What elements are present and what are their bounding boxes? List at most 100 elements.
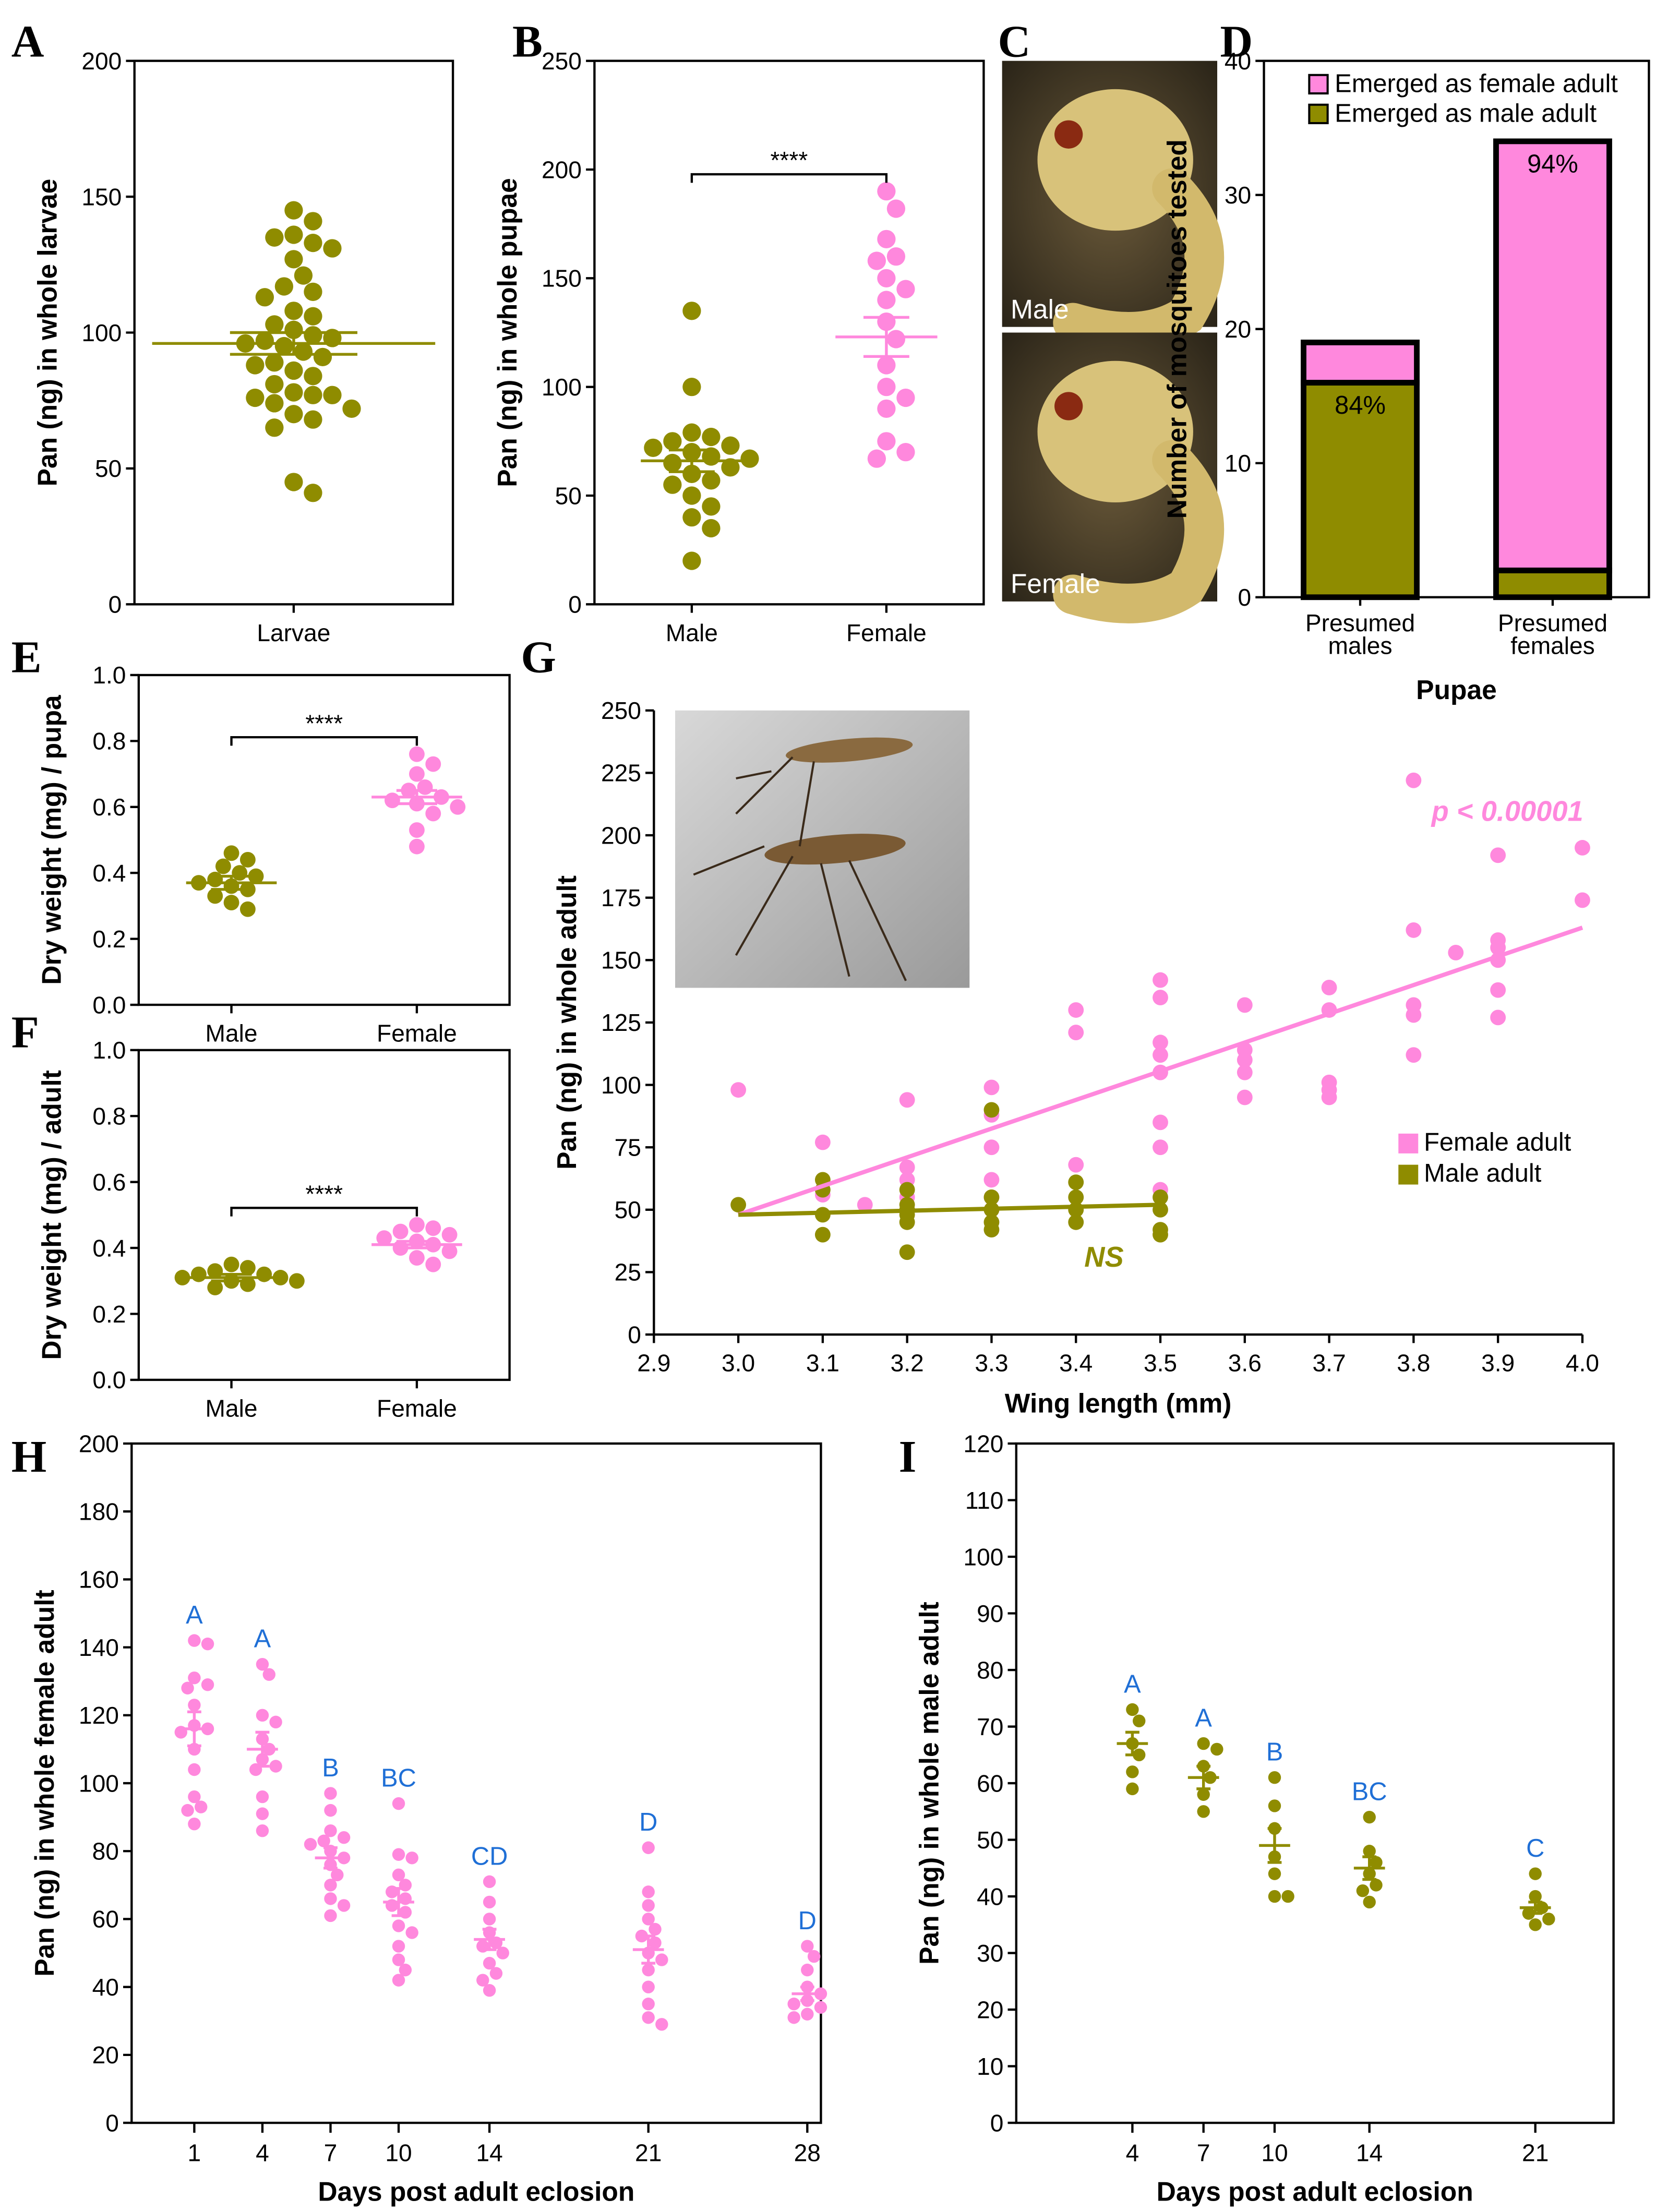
plot-frame — [137, 1049, 511, 1381]
plot-frame — [1015, 1442, 1615, 2124]
x-tick-label: 3.9 — [1481, 1350, 1515, 1377]
data-point — [877, 378, 896, 396]
data-point — [814, 1134, 831, 1150]
data-point — [1153, 1139, 1168, 1156]
data-point — [409, 746, 425, 762]
data-point — [441, 1243, 458, 1259]
legend-label: Male adult — [1424, 1159, 1542, 1187]
y-tick-label: 0 — [990, 2109, 1004, 2136]
data-point — [294, 266, 313, 285]
x-axis-label: Wing length (mm) — [1005, 1388, 1232, 1418]
data-point — [256, 1790, 269, 1804]
significance-bracket — [690, 173, 888, 183]
data-point — [417, 779, 433, 795]
legend-swatch — [1308, 103, 1329, 125]
data-point — [284, 473, 303, 491]
y-tick-label: 200 — [542, 156, 582, 183]
data-point — [284, 302, 303, 320]
data-point — [476, 1974, 489, 1987]
data-point — [174, 1270, 190, 1285]
data-point — [682, 508, 701, 527]
data-point — [702, 427, 721, 447]
y-tick-label: 0 — [568, 591, 582, 618]
data-point — [642, 1841, 655, 1854]
x-tick-label: Female — [377, 1020, 457, 1047]
y-tick-label: 125 — [601, 1009, 641, 1036]
data-point — [1237, 1052, 1253, 1068]
x-tick-label: 3.3 — [975, 1350, 1008, 1377]
x-tick-label: 1 — [188, 2139, 201, 2166]
data-point — [304, 282, 322, 301]
data-point — [983, 1172, 1000, 1188]
data-point — [1153, 1047, 1168, 1063]
panel-letter: F — [11, 1007, 39, 1057]
data-point — [642, 1885, 655, 1898]
y-tick-label: 50 — [555, 482, 582, 509]
annotation: p < 0.00001 — [1431, 796, 1583, 827]
data-point — [896, 280, 915, 298]
plot-frame — [1263, 59, 1650, 598]
legend-label: Emerged as female adult — [1335, 69, 1618, 98]
y-axis-label: Pan (ng) in whole female adult — [29, 1590, 59, 1977]
data-point — [274, 277, 294, 296]
significance-label: **** — [305, 1180, 343, 1207]
data-point — [284, 361, 303, 380]
data-point — [896, 388, 915, 407]
data-point — [1490, 982, 1506, 998]
x-tick-label: 14 — [476, 2139, 502, 2166]
mosquito-body — [786, 737, 913, 763]
data-point — [1529, 1918, 1542, 1931]
x-tick-label: 3.8 — [1397, 1350, 1430, 1377]
data-point — [188, 1817, 201, 1831]
data-point — [331, 1868, 344, 1882]
y-tick-label: 200 — [601, 822, 641, 849]
data-point — [983, 1079, 1000, 1096]
y-tick-label: 0.0 — [92, 991, 126, 1018]
data-point — [265, 418, 284, 437]
legend-swatch — [1398, 1164, 1419, 1185]
data-point — [1268, 1867, 1281, 1880]
y-tick-label: 40 — [92, 1974, 119, 2001]
x-tick-label: 3.5 — [1144, 1350, 1177, 1377]
y-tick-label: 30 — [1225, 182, 1251, 209]
y-tick-label: 110 — [965, 1487, 1004, 1514]
y-tick-label: 75 — [615, 1134, 641, 1161]
data-point — [392, 1953, 405, 1966]
data-point — [1126, 1765, 1139, 1778]
data-point — [342, 399, 361, 418]
x-tick-label: 10 — [385, 2139, 412, 2166]
significance-label: **** — [771, 147, 808, 174]
y-tick-label: 200 — [79, 1430, 119, 1457]
y-tick-label: 180 — [79, 1498, 119, 1525]
data-point — [1268, 1771, 1281, 1784]
data-point — [201, 1637, 214, 1651]
data-point — [323, 386, 342, 404]
data-point — [886, 330, 906, 348]
data-point — [1490, 940, 1506, 956]
data-point — [483, 1956, 496, 1970]
data-point — [1126, 1782, 1139, 1796]
data-point — [642, 2011, 655, 2024]
percent-label: 94% — [1527, 150, 1578, 178]
y-tick-label: 40 — [1225, 47, 1251, 75]
x-tick-label: 3.4 — [1059, 1350, 1093, 1377]
group-letter: BC — [1352, 1778, 1387, 1806]
data-point — [337, 1899, 351, 1912]
data-point — [877, 182, 896, 201]
legend-swatch — [1398, 1133, 1419, 1153]
data-point — [385, 792, 400, 809]
significance-bracket — [230, 1207, 418, 1217]
y-tick-label: 160 — [79, 1566, 119, 1593]
data-point — [255, 331, 274, 350]
y-tick-label: 50 — [977, 1826, 1003, 1854]
data-point — [256, 1824, 269, 1837]
fit-line — [738, 1203, 1161, 1217]
plot-frame — [593, 59, 985, 606]
data-point — [188, 1672, 201, 1685]
x-tick-label: Male — [206, 1394, 258, 1422]
data-point — [324, 1879, 337, 1892]
panel-letter: I — [899, 1432, 917, 1482]
data-point — [392, 1974, 405, 1987]
data-point — [642, 1998, 655, 2011]
